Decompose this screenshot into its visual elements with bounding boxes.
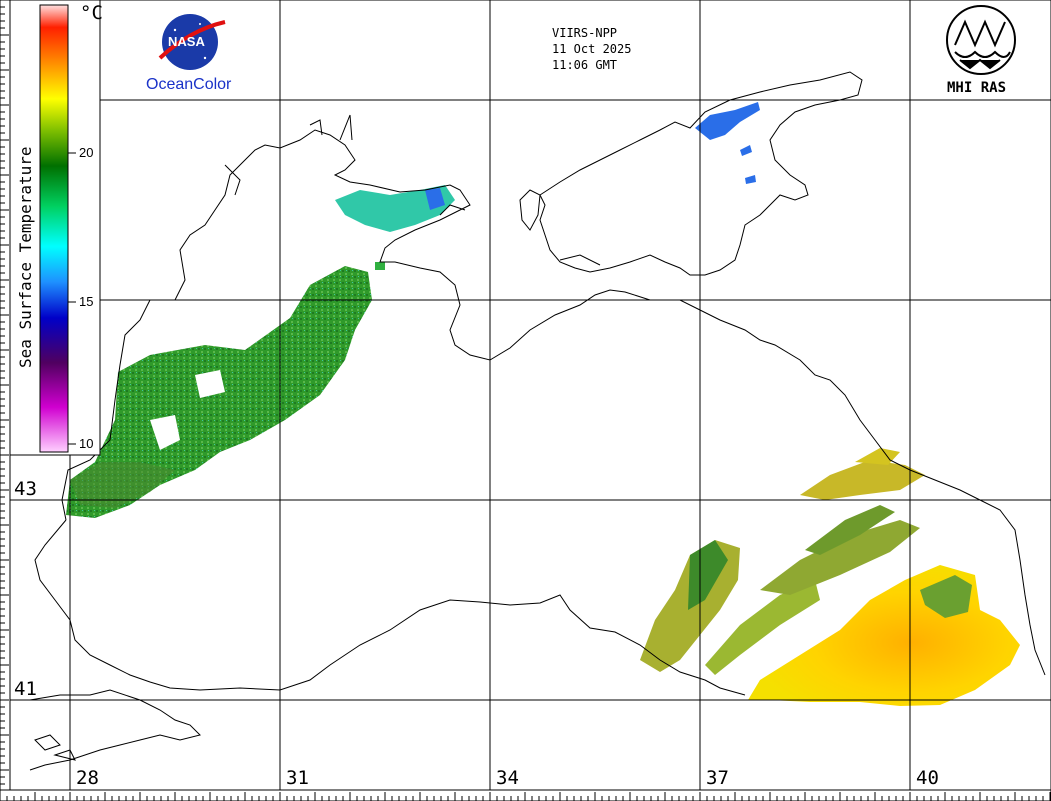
scale-tick-15: 15	[79, 294, 94, 309]
sst-field-east	[640, 448, 1020, 706]
mhi-ras-logo	[946, 5, 1016, 75]
header-sensor: VIIRS-NPP	[552, 26, 618, 40]
header-time: 11:06 GMT	[552, 58, 618, 72]
header-date: 11 Oct 2025	[552, 42, 632, 56]
scale-tick-20: 20	[79, 145, 94, 160]
nasa-logo	[158, 14, 226, 70]
lon-label-34: 34	[496, 767, 519, 789]
scale-title: Sea Surface Temperature	[16, 146, 35, 368]
lon-label-40: 40	[916, 767, 939, 789]
sst-field-odessa	[335, 185, 455, 270]
lon-label-37: 37	[706, 767, 729, 789]
lon-label-31: 31	[286, 767, 309, 789]
mhi-ras-label: MHI RAS	[947, 80, 1007, 96]
scale-tick-10: 10	[79, 436, 94, 451]
lon-label-28: 28	[76, 767, 99, 789]
lat-label-41: 41	[14, 678, 37, 700]
color-scale	[9, 0, 101, 456]
nasa-logo-text: NASA	[168, 34, 205, 49]
sst-field-azov	[695, 102, 760, 184]
coastline	[29, 71, 1046, 771]
oceancolor-label: OceanColor	[146, 76, 232, 93]
scale-unit: °C	[80, 2, 103, 24]
lat-label-43: 43	[14, 478, 37, 500]
sst-field-northwest	[66, 266, 372, 518]
